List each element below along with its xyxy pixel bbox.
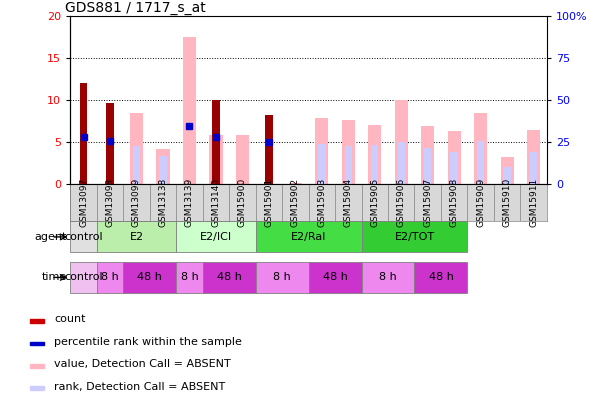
Bar xyxy=(255,222,362,252)
Text: 8 h: 8 h xyxy=(379,273,397,282)
Text: control: control xyxy=(64,232,103,242)
Bar xyxy=(447,131,461,184)
Text: percentile rank within the sample: percentile rank within the sample xyxy=(54,337,242,347)
Text: 8 h: 8 h xyxy=(180,273,199,282)
Bar xyxy=(156,149,170,184)
Bar xyxy=(30,319,44,323)
Bar xyxy=(342,119,355,184)
Bar xyxy=(265,115,273,184)
Text: control: control xyxy=(64,273,103,282)
Bar xyxy=(130,113,143,184)
Bar xyxy=(123,262,176,293)
Bar xyxy=(30,386,44,390)
Bar xyxy=(30,341,44,345)
Bar xyxy=(395,100,408,184)
Bar xyxy=(527,130,540,184)
Bar xyxy=(368,126,381,184)
Text: 48 h: 48 h xyxy=(137,273,162,282)
Text: 48 h: 48 h xyxy=(323,273,348,282)
Text: E2/ICI: E2/ICI xyxy=(200,232,232,242)
Bar xyxy=(371,145,378,184)
Bar xyxy=(421,126,434,184)
Bar xyxy=(309,262,362,293)
Text: E2/Ral: E2/Ral xyxy=(291,232,326,242)
Bar xyxy=(345,147,352,184)
Text: time: time xyxy=(42,273,67,282)
Text: rank, Detection Call = ABSENT: rank, Detection Call = ABSENT xyxy=(54,382,225,392)
Bar xyxy=(203,262,255,293)
Bar xyxy=(362,262,414,293)
Text: E2: E2 xyxy=(130,232,144,242)
Bar xyxy=(414,262,467,293)
Bar xyxy=(183,37,196,184)
Text: E2/TOT: E2/TOT xyxy=(394,232,434,242)
Bar xyxy=(80,83,87,184)
Bar xyxy=(30,364,44,368)
Bar xyxy=(398,142,405,184)
Bar xyxy=(106,103,114,184)
Bar xyxy=(500,157,514,184)
Bar xyxy=(315,118,329,184)
Bar xyxy=(236,135,249,184)
Text: 8 h: 8 h xyxy=(101,273,119,282)
Bar xyxy=(530,152,537,184)
Bar xyxy=(176,262,203,293)
Bar xyxy=(212,100,219,184)
Bar xyxy=(176,222,255,252)
Bar xyxy=(97,262,123,293)
Text: value, Detection Call = ABSENT: value, Detection Call = ABSENT xyxy=(54,359,231,369)
Bar xyxy=(133,147,140,184)
Text: count: count xyxy=(54,314,86,324)
Bar xyxy=(474,113,488,184)
Text: 8 h: 8 h xyxy=(273,273,291,282)
Bar xyxy=(97,222,176,252)
Text: 48 h: 48 h xyxy=(217,273,241,282)
Bar xyxy=(255,262,309,293)
Bar xyxy=(289,183,302,184)
Bar xyxy=(70,222,97,252)
Bar xyxy=(318,144,326,184)
Bar xyxy=(450,151,458,184)
Bar xyxy=(70,262,97,293)
Bar xyxy=(209,135,222,184)
Text: 48 h: 48 h xyxy=(428,273,453,282)
Bar xyxy=(477,141,485,184)
Bar xyxy=(362,222,467,252)
Bar xyxy=(424,148,431,184)
Bar xyxy=(159,156,167,184)
Bar xyxy=(503,168,511,184)
Text: agent: agent xyxy=(35,232,67,242)
Text: GDS881 / 1717_s_at: GDS881 / 1717_s_at xyxy=(65,1,207,15)
